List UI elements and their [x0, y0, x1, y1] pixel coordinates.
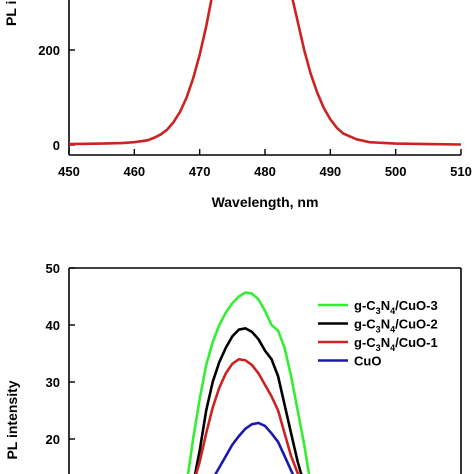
y-tick-label: 50	[46, 261, 60, 276]
x-tick-label: 490	[319, 164, 341, 179]
series-line-3	[214, 421, 295, 474]
y-tick-label: 40	[46, 318, 60, 333]
legend-label-3: CuO	[354, 354, 381, 369]
series-line-1	[193, 327, 303, 474]
y-tick-label: 30	[46, 375, 60, 390]
legend-label-2: g-C3N4/CuO-1	[354, 335, 438, 353]
legend-label-1: g-C3N4/CuO-2	[354, 317, 438, 335]
x-tick-label: 480	[254, 164, 276, 179]
x-tick-label: 460	[123, 164, 145, 179]
legend-label-0: g-C3N4/CuO-3	[354, 298, 438, 316]
x-axis-label: Wavelength, nm	[212, 194, 319, 210]
x-tick-label: 510	[450, 164, 472, 179]
y-axis-label: PL in	[3, 0, 19, 26]
y-tick-label: 20	[46, 432, 60, 447]
y-tick-label: 0	[53, 138, 60, 153]
y-axis-label: PL intensity	[4, 380, 20, 459]
top-chart: 0 200 450 460 470 480 490 500 510 Wavelength, nm P…	[3, 0, 472, 210]
x-tick-label: 470	[189, 164, 211, 179]
series-line-0	[69, 0, 461, 146]
y-tick-label: 200	[38, 43, 60, 58]
x-tick-label: 500	[385, 164, 407, 179]
x-tick-label: 450	[58, 164, 80, 179]
series-line-0	[186, 291, 311, 474]
series-line-2	[194, 357, 300, 474]
